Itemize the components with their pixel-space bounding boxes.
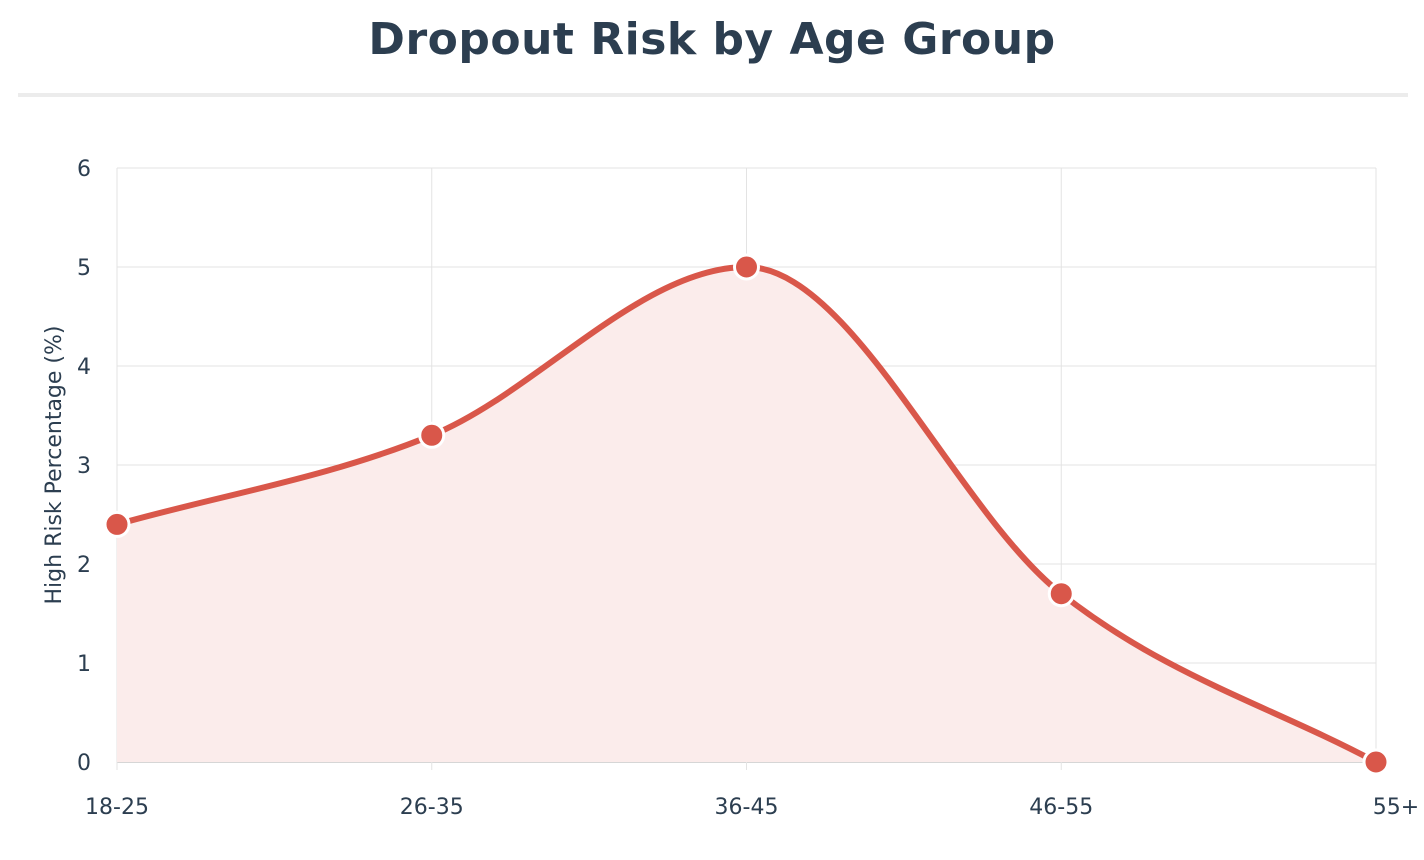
x-tick-labels: 18-25 26-35 36-45 46-55 55+ <box>85 795 1419 820</box>
y-tick-label: 2 <box>77 553 91 578</box>
x-tick-label: 46-55 <box>1029 795 1093 820</box>
data-point-55+[interactable] <box>1362 748 1390 776</box>
data-point-26-35[interactable] <box>418 421 446 449</box>
y-tick-label: 1 <box>77 652 91 677</box>
x-tick-label: 55+ <box>1373 795 1419 820</box>
data-point-36-45[interactable] <box>733 253 760 281</box>
x-tick-label: 36-45 <box>715 795 779 820</box>
markers <box>103 253 1390 776</box>
x-tick-label: 26-35 <box>400 795 464 820</box>
x-tick-label: 18-25 <box>85 795 149 820</box>
y-tick-label: 3 <box>77 454 91 479</box>
series-line <box>114 264 1379 765</box>
y-tick-label: 6 <box>77 157 91 182</box>
chart-title: Dropout Risk by Age Group <box>368 14 1056 65</box>
y-tick-labels: 0 1 2 3 4 5 6 <box>77 157 91 776</box>
title-divider <box>18 93 1408 97</box>
y-tick-label: 0 <box>77 751 91 776</box>
y-tick-label: 4 <box>77 355 91 380</box>
data-point-46-55[interactable] <box>1047 580 1075 608</box>
y-tick-label: 5 <box>77 256 91 281</box>
area-fill <box>117 267 1376 762</box>
data-point-18-25[interactable] <box>103 510 131 538</box>
y-axis-title: High Risk Percentage (%) <box>42 326 67 605</box>
